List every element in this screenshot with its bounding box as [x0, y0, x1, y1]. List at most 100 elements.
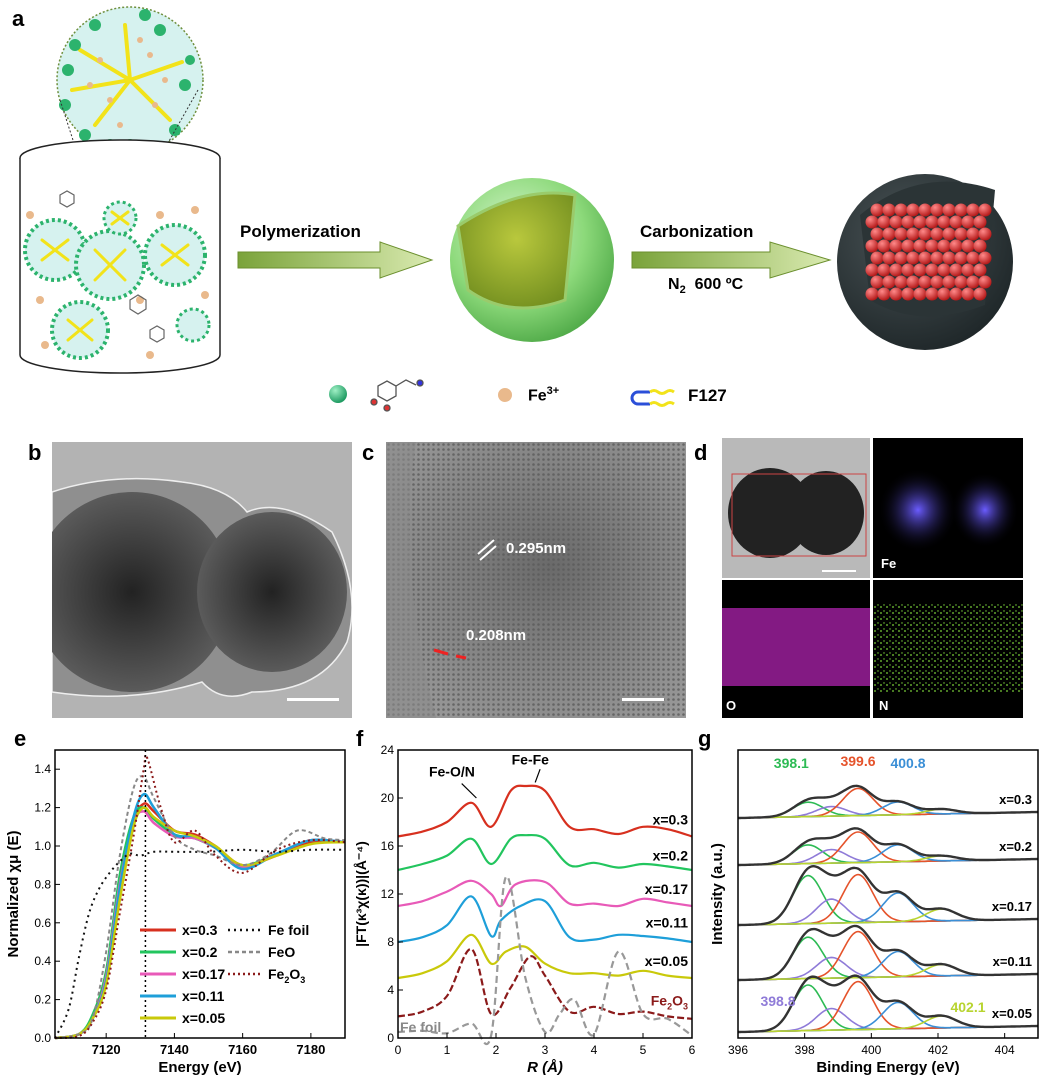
fe-nanoparticle — [865, 287, 879, 301]
series-line — [397, 833, 693, 872]
legend-label: x=0.11 — [182, 988, 225, 1004]
fe-nanoparticle — [889, 239, 903, 253]
fe-nanoparticle — [954, 227, 968, 241]
row-label: x=0.05 — [992, 1006, 1032, 1021]
label-part: O — [672, 993, 683, 1009]
legend-label: Fe2O3 — [268, 966, 305, 985]
row-label: x=0.11 — [993, 954, 1032, 969]
fe-nanoparticle — [942, 275, 956, 289]
fe-nanoparticle — [906, 203, 920, 217]
micelle-zoom — [56, 6, 204, 154]
y-tick-label: 0 — [387, 1031, 394, 1045]
peak-label: 400.8 — [890, 755, 925, 771]
legend-sub: 3 — [300, 975, 305, 985]
fe-nanoparticle — [877, 287, 891, 301]
series-line — [397, 784, 693, 838]
envelope — [737, 784, 1039, 820]
panel-label-c: c — [362, 440, 375, 465]
carbonization-condition: N2 600 ºC — [668, 276, 744, 297]
polymerization-arrow — [237, 241, 434, 279]
fe-nanoparticle — [918, 227, 932, 241]
fe-nanoparticle — [877, 215, 891, 229]
series-label: x=0.2 — [653, 847, 689, 863]
series-label: x=0.05 — [645, 953, 688, 969]
fe-nanoparticle — [906, 275, 920, 289]
fe-nanoparticle — [954, 251, 968, 265]
y-tick-label: 8 — [387, 935, 394, 949]
fe-nanoparticle — [961, 287, 975, 301]
fe-nanoparticle — [877, 239, 891, 253]
y-tick-label: 0.2 — [34, 993, 51, 1007]
fe-nanoparticle — [889, 263, 903, 277]
series-line — [397, 895, 693, 944]
x-tick-label: 7160 — [228, 1042, 257, 1057]
fe-nanoparticle — [882, 251, 896, 265]
fe-nanoparticle — [978, 275, 992, 289]
y-tick-label: 12 — [381, 887, 395, 901]
fe-nanoparticle — [966, 203, 980, 217]
y-tick-label: 20 — [381, 791, 395, 805]
y-tick-label: 1.2 — [34, 801, 51, 815]
series-label: x=0.3 — [653, 811, 689, 827]
fe-nanoparticle — [937, 287, 951, 301]
fe-nanoparticle — [949, 215, 963, 229]
fe-nanoparticle — [882, 203, 896, 217]
panel-label-b: b — [28, 440, 42, 465]
fe-nanoparticle — [930, 251, 944, 265]
x-axis-label: R (Å) — [527, 1059, 563, 1076]
row-label: x=0.2 — [999, 839, 1032, 854]
legend-label: FeO — [268, 944, 295, 960]
fe-nanoparticle — [918, 275, 932, 289]
legend-label: x=0.17 — [182, 966, 225, 982]
fe-nanoparticle — [865, 215, 879, 229]
fe-nanoparticle — [925, 215, 939, 229]
fe-nanoparticle — [949, 239, 963, 253]
x-tick-label: 402 — [928, 1043, 948, 1057]
fe-nanoparticle — [954, 203, 968, 217]
y-tick-label: 0.0 — [34, 1031, 51, 1045]
fe-nanoparticle — [978, 227, 992, 241]
x-tick-label: 404 — [995, 1043, 1015, 1057]
fe-nanoparticle — [918, 251, 932, 265]
fe-nanoparticle — [894, 275, 908, 289]
fe-nanoparticle — [942, 227, 956, 241]
f127-icon — [630, 389, 675, 407]
annotation-fe-fe: Fe-Fe — [512, 751, 550, 767]
eds-haadf-image — [722, 438, 870, 578]
eds-fe-label: Fe — [881, 556, 897, 571]
fe-nanoparticle — [942, 251, 956, 265]
fe-nanoparticle — [942, 203, 956, 217]
eds-fe-map: Fe — [873, 438, 1023, 578]
envelope — [737, 924, 1039, 982]
fe-nanoparticle — [961, 215, 975, 229]
envelope — [737, 864, 1039, 927]
fe-nanoparticle — [973, 215, 987, 229]
fe-nanoparticle — [978, 251, 992, 265]
lattice-spacing-2: 0.208nm — [466, 627, 527, 644]
annotation-arrow — [534, 768, 541, 783]
fe-nanoparticle — [901, 287, 915, 301]
x-axis-label: Binding Energy (eV) — [816, 1059, 959, 1076]
series-label: x=0.11 — [646, 915, 689, 931]
x-tick-label: 7140 — [160, 1042, 189, 1057]
scale-bar — [622, 698, 664, 701]
x-tick-label: 4 — [591, 1043, 598, 1057]
x-tick-label: 7180 — [296, 1042, 325, 1057]
polymerization-label: Polymerization — [240, 222, 361, 241]
eds-n-map: N — [873, 580, 1023, 718]
fe-nanoparticle — [894, 203, 908, 217]
y-tick-label: 0.8 — [34, 877, 51, 891]
fe-nanoparticle — [954, 275, 968, 289]
series-line — [397, 875, 693, 1046]
legend-label-part: O — [289, 966, 300, 982]
fe-nanoparticle — [906, 227, 920, 241]
panel-label-a: a — [12, 6, 25, 31]
legend-label: x=0.3 — [182, 922, 218, 938]
fe-nanoparticle — [906, 251, 920, 265]
xps-n1s-chart: x=0.3 x=0.2 x=0.17 x=0.11 x=0.05 396 398 400 402… — [709, 749, 1039, 1076]
y-tick-label: 4 — [387, 983, 394, 997]
x-tick-label: 7120 — [92, 1042, 121, 1057]
fe-nanoparticle — [973, 287, 987, 301]
fe-nanoparticle — [889, 215, 903, 229]
annotation-fe-o-n: Fe-O/N — [429, 763, 475, 779]
